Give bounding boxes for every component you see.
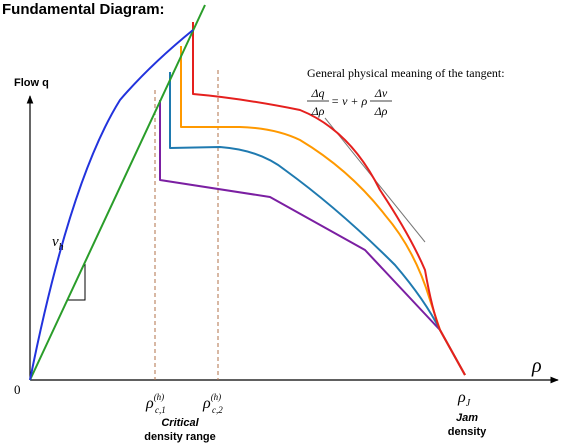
critical-caption: density range — [144, 431, 216, 443]
subscript: J — [466, 398, 471, 409]
red-curve — [192, 22, 466, 376]
jam-caption: density — [448, 426, 487, 438]
formula-text: Δv — [374, 86, 388, 100]
critical-2-label: ρ(h) c,2 — [202, 392, 223, 415]
teal-curve — [169, 72, 466, 376]
y-axis-label: Flow q — [14, 77, 49, 89]
formula-text: Δq — [310, 86, 324, 100]
wave-speed-label: vh — [52, 234, 64, 253]
orange-curve — [180, 46, 466, 376]
formula-text: = v + ρ — [331, 94, 368, 108]
symbol: ρ — [145, 395, 154, 412]
origin-label: 0 — [14, 382, 21, 397]
subscript: c,1 — [155, 405, 166, 415]
critical-1-label: ρ(h) c,1 — [145, 392, 166, 415]
subscript: c,2 — [212, 405, 223, 415]
symbol: ρ — [457, 389, 466, 406]
jam-caption: Jam — [456, 412, 478, 424]
jam-label: ρJ — [457, 389, 471, 409]
superscript: (h) — [211, 392, 222, 402]
wave-speed-symbol: v — [52, 234, 59, 250]
formula-text: Δρ — [374, 104, 388, 118]
critical-caption: Critical — [161, 417, 199, 429]
superscript: (h) — [154, 392, 165, 402]
tangent-formula: Δq Δρ = v + ρ Δv Δρ — [307, 86, 392, 118]
wave-speed-subscript: h — [59, 242, 64, 253]
slope-triangle — [68, 264, 86, 301]
purple-curve — [159, 100, 466, 376]
title: Fundamental Diagram: — [2, 1, 165, 18]
tangent-heading: General physical meaning of the tangent: — [307, 66, 505, 80]
formula-text: Δρ — [311, 104, 325, 118]
symbol: ρ — [202, 395, 211, 412]
x-axis-symbol: ρ — [531, 355, 542, 377]
blue-curve — [29, 29, 194, 381]
green-line — [29, 4, 206, 381]
